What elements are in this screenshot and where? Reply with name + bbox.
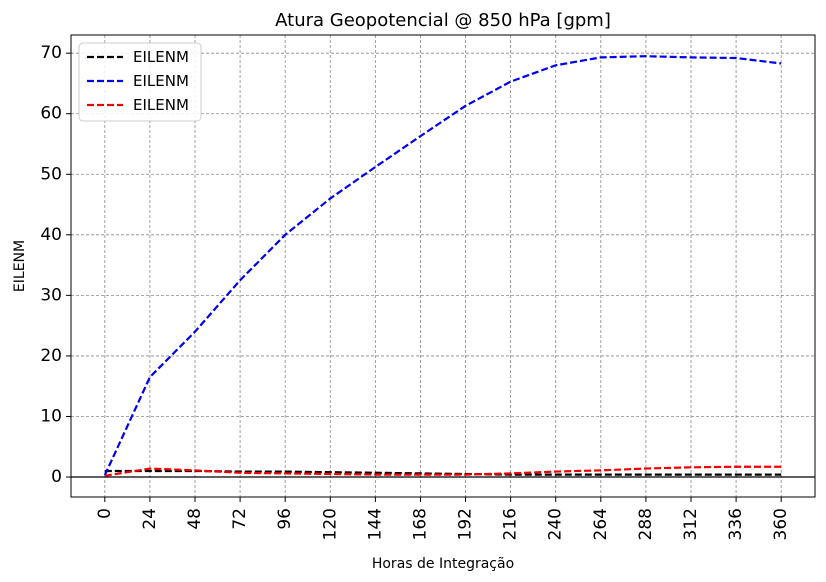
y-axis-label: EILENM: [12, 240, 28, 292]
x-tick-label: 168: [410, 508, 430, 540]
legend-label-1: EILENM: [133, 72, 189, 90]
legend-label-2: EILENM: [133, 96, 189, 114]
ticks: 0 24 48 72 96 120 144 168 192 216 240 264 288 312 336 3…: [40, 43, 791, 540]
x-tick-label: 264: [591, 508, 611, 540]
x-axis-label: Horas de Integração: [372, 556, 514, 572]
y-tick-label: 70: [40, 43, 62, 63]
x-tick-label: 240: [546, 508, 566, 540]
x-tick-label: 336: [726, 508, 746, 540]
x-tick-label: 360: [771, 508, 791, 540]
x-tick-label: 312: [681, 508, 701, 540]
x-tick-label: 24: [140, 508, 160, 530]
y-tick-label: 50: [40, 164, 62, 184]
y-tick-label: 60: [40, 104, 62, 124]
legend-label-0: EILENM: [133, 48, 189, 66]
legend: EILENM EILENM EILENM: [78, 42, 202, 122]
plot-frame: [70, 34, 816, 498]
series-line-1: [103, 55, 782, 476]
x-tick-label: 96: [275, 508, 295, 530]
x-tick-label: 216: [501, 508, 521, 540]
x-tick-label: 48: [185, 508, 205, 530]
chart-title: Atura Geopotencial @ 850 hPa [gpm]: [275, 10, 611, 31]
y-tick-label: 30: [40, 285, 62, 305]
series-line-2: [104, 465, 782, 477]
x-tick-label: 0: [95, 508, 115, 519]
x-tick-label: 120: [320, 508, 340, 540]
x-tick-label: 72: [230, 508, 250, 530]
x-tick-label: 144: [365, 508, 385, 540]
x-tick-label: 288: [636, 508, 656, 540]
y-tick-label: 40: [40, 225, 62, 245]
y-tick-label: 20: [40, 346, 62, 366]
x-tick-label: 192: [456, 508, 476, 540]
y-tick-label: 10: [40, 406, 62, 426]
legend-box: [78, 42, 202, 122]
series-layer: [103, 55, 782, 477]
y-tick-label: 0: [51, 467, 62, 487]
